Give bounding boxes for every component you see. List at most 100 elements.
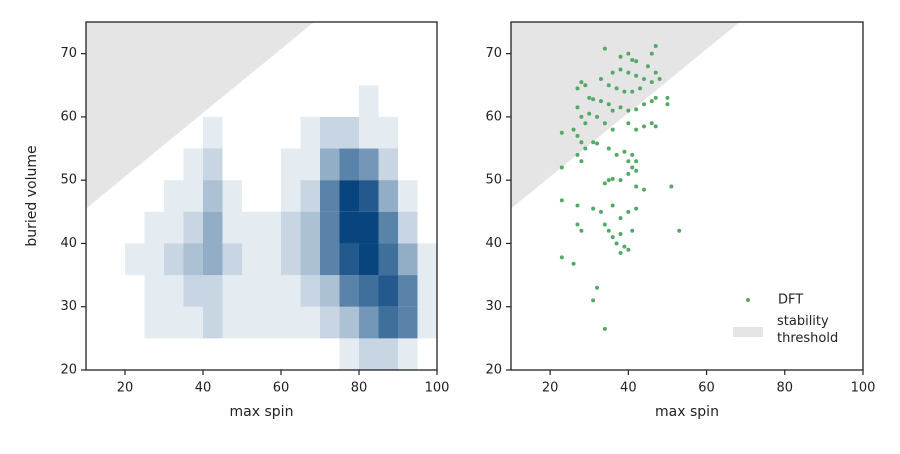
heat-cell [301, 22, 321, 54]
heat-cell [184, 54, 204, 86]
heat-cell [203, 148, 223, 181]
heat-cell [418, 85, 438, 117]
heat-cell [164, 85, 184, 117]
y-tick-label: 40 [60, 236, 77, 251]
scatter-point [634, 73, 639, 78]
heat-cell [320, 148, 340, 181]
heat-cell [223, 117, 243, 149]
heat-cell [418, 54, 438, 86]
scatter-point [653, 95, 658, 100]
heat-cell [86, 22, 106, 54]
heat-cell [261, 275, 281, 307]
legend-marker [746, 298, 750, 302]
scatter-point [634, 184, 639, 189]
heat-cell [262, 149, 282, 181]
heat-cell [106, 54, 126, 86]
heat-cell [339, 180, 359, 212]
scatter-point [602, 326, 607, 331]
heat-cell [242, 22, 262, 54]
heat-cell [340, 85, 360, 117]
scatter-point [559, 130, 564, 135]
scatter-point [575, 222, 580, 227]
scatter-point [579, 140, 584, 145]
heat-cell [398, 180, 418, 212]
y-tick-label: 50 [485, 173, 502, 188]
scatter-point [641, 124, 646, 129]
scatter-point [665, 102, 670, 107]
axes-frame [510, 21, 864, 371]
scatter-point [602, 181, 607, 186]
scatter-point [583, 121, 588, 126]
scatter-point [653, 70, 658, 75]
scatter-point [614, 86, 619, 91]
scatter-point [641, 76, 646, 81]
scatter-point [649, 121, 654, 126]
scatter-point [630, 165, 635, 170]
scatter-point [559, 165, 564, 170]
x-tick-label: 80 [351, 381, 368, 396]
heat-cell [125, 149, 145, 181]
heat-cell [398, 149, 418, 181]
scatter-point [606, 228, 611, 233]
scatter-point [579, 228, 584, 233]
heat-cell [418, 22, 438, 54]
heat-cell [164, 54, 184, 86]
heat-cell [183, 243, 203, 276]
scatter-point [610, 235, 615, 240]
scatter-point [634, 107, 639, 112]
heat-cell [320, 116, 340, 149]
heat-cell [86, 307, 106, 339]
heat-cell [242, 85, 262, 117]
heat-cell [262, 180, 282, 212]
plot-area [511, 22, 740, 331]
heat-cell [359, 116, 379, 149]
heat-cell [340, 54, 360, 86]
heat-cell [223, 85, 243, 117]
scatter-point [583, 83, 588, 88]
heat-cell [184, 117, 204, 149]
heat-cell [359, 180, 379, 212]
heat-cell [125, 22, 145, 54]
scatter-point [579, 80, 584, 85]
scatter-point [626, 108, 631, 113]
scatter-point [653, 44, 658, 49]
heat-cell [300, 306, 320, 339]
heat-cell [222, 211, 242, 244]
heat-cell [125, 275, 145, 307]
heat-cell [281, 338, 301, 370]
scatter-point [579, 114, 584, 119]
heat-cell [378, 180, 398, 212]
x-tick-label: 60 [698, 381, 715, 396]
heat-cell [398, 211, 418, 244]
scatter-point [602, 121, 607, 126]
scatter-point [626, 70, 631, 75]
scatter-point [606, 83, 611, 88]
heat-cell [262, 22, 282, 54]
heat-cell [145, 85, 165, 117]
heat-cell [359, 22, 379, 54]
scatter-point [610, 176, 615, 181]
heat-cell [106, 307, 126, 339]
scatter-point [618, 54, 623, 59]
heat-cell [106, 117, 126, 149]
legend-label: DFT [778, 293, 803, 308]
heat-cell [106, 180, 126, 212]
heat-cell [359, 148, 379, 181]
heat-cell [183, 306, 203, 339]
heat-cell [125, 243, 145, 276]
scatter-point [598, 76, 603, 81]
heat-cell [339, 116, 359, 149]
scatter-point [595, 141, 600, 146]
heat-cell [223, 54, 243, 86]
scatter-point [622, 149, 627, 154]
heat-cell [164, 211, 184, 244]
scatter-point [626, 121, 631, 126]
heat-cell [184, 338, 204, 370]
heat-cell [418, 180, 438, 212]
heat-cell [378, 306, 398, 339]
heat-cell [281, 180, 301, 212]
scatter-point [634, 206, 639, 211]
scatter-point [575, 203, 580, 208]
scatter-point [626, 159, 631, 164]
